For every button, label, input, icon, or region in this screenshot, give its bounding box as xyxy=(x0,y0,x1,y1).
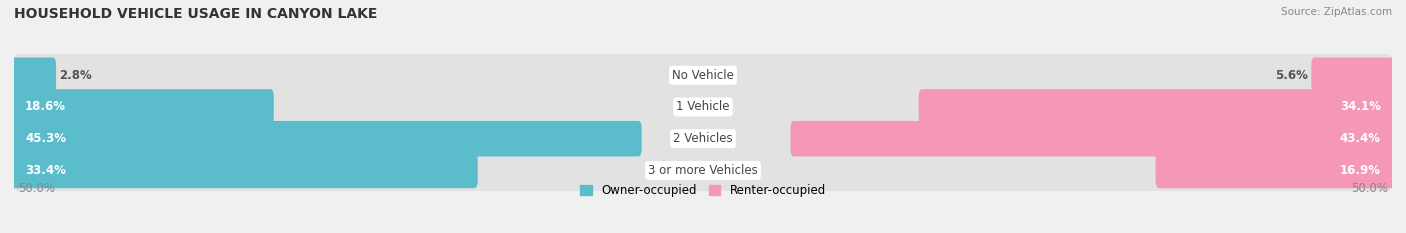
Text: 1 Vehicle: 1 Vehicle xyxy=(676,100,730,113)
FancyBboxPatch shape xyxy=(11,58,56,93)
FancyBboxPatch shape xyxy=(14,149,1392,192)
Text: 43.4%: 43.4% xyxy=(1340,132,1381,145)
Text: 50.0%: 50.0% xyxy=(1351,182,1388,195)
Text: 5.6%: 5.6% xyxy=(1275,69,1308,82)
Legend: Owner-occupied, Renter-occupied: Owner-occupied, Renter-occupied xyxy=(579,184,827,197)
Text: 34.1%: 34.1% xyxy=(1340,100,1381,113)
FancyBboxPatch shape xyxy=(1156,153,1395,188)
Text: 18.6%: 18.6% xyxy=(25,100,66,113)
FancyBboxPatch shape xyxy=(1312,58,1395,93)
FancyBboxPatch shape xyxy=(14,117,1392,160)
FancyBboxPatch shape xyxy=(14,54,1392,96)
FancyBboxPatch shape xyxy=(11,153,478,188)
Text: 3 or more Vehicles: 3 or more Vehicles xyxy=(648,164,758,177)
FancyBboxPatch shape xyxy=(11,89,274,125)
Text: 16.9%: 16.9% xyxy=(1340,164,1381,177)
FancyBboxPatch shape xyxy=(918,89,1395,125)
FancyBboxPatch shape xyxy=(11,121,641,157)
Text: No Vehicle: No Vehicle xyxy=(672,69,734,82)
Text: 45.3%: 45.3% xyxy=(25,132,66,145)
Text: Source: ZipAtlas.com: Source: ZipAtlas.com xyxy=(1281,7,1392,17)
FancyBboxPatch shape xyxy=(14,86,1392,128)
FancyBboxPatch shape xyxy=(790,121,1395,157)
Text: HOUSEHOLD VEHICLE USAGE IN CANYON LAKE: HOUSEHOLD VEHICLE USAGE IN CANYON LAKE xyxy=(14,7,377,21)
Text: 33.4%: 33.4% xyxy=(25,164,66,177)
Text: 2.8%: 2.8% xyxy=(59,69,93,82)
Text: 50.0%: 50.0% xyxy=(18,182,55,195)
Text: 2 Vehicles: 2 Vehicles xyxy=(673,132,733,145)
